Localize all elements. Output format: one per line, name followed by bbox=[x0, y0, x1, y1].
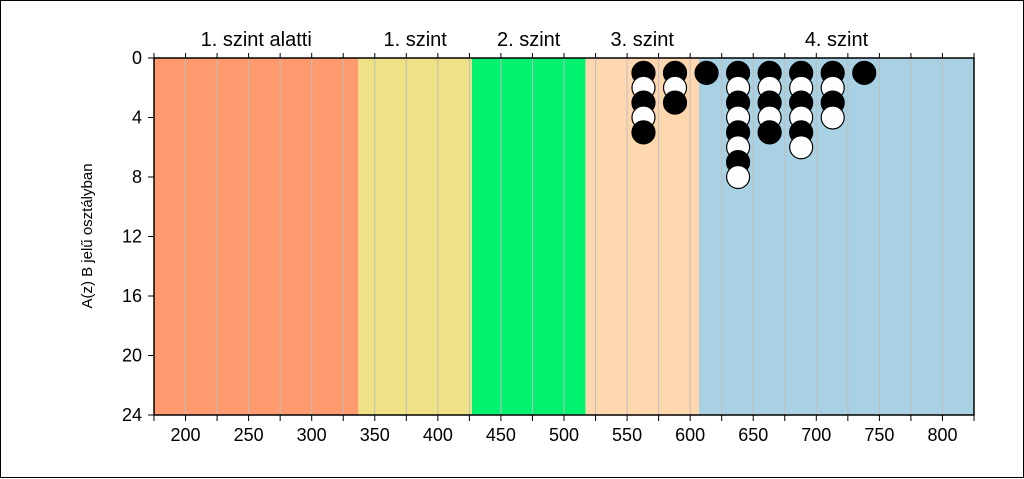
x-tick-label: 750 bbox=[864, 425, 894, 445]
level-band-1 bbox=[154, 58, 359, 415]
y-tick-label: 12 bbox=[122, 227, 142, 247]
y-tick-label: 20 bbox=[122, 346, 142, 366]
level-label-2: 1. szint bbox=[383, 29, 447, 51]
level-label-3: 2. szint bbox=[497, 29, 561, 51]
x-tick-label: 400 bbox=[423, 425, 453, 445]
data-point bbox=[662, 90, 688, 115]
y-tick-label: 16 bbox=[122, 286, 142, 306]
x-tick-label: 250 bbox=[234, 425, 264, 445]
x-tick-label: 800 bbox=[927, 425, 957, 445]
data-point bbox=[631, 120, 656, 145]
x-tick-label: 350 bbox=[360, 425, 390, 445]
x-tick-label: 550 bbox=[612, 425, 642, 445]
data-point bbox=[694, 60, 719, 85]
y-tick-label: 4 bbox=[132, 108, 142, 128]
x-tick-label: 500 bbox=[549, 425, 579, 445]
y-tick-label: 8 bbox=[132, 167, 142, 187]
data-point bbox=[789, 135, 814, 160]
level-label-1: 1. szint alatti bbox=[201, 29, 312, 51]
y-tick-label: 0 bbox=[132, 48, 142, 68]
level-label-4: 3. szint bbox=[611, 29, 675, 51]
data-point bbox=[757, 120, 782, 145]
x-tick-label: 300 bbox=[297, 425, 327, 445]
x-tick-label: 600 bbox=[675, 425, 705, 445]
x-tick-label: 650 bbox=[738, 425, 768, 445]
x-tick-label: 200 bbox=[171, 425, 201, 445]
x-tick-label: 700 bbox=[801, 425, 831, 445]
x-tick-label: 450 bbox=[486, 425, 516, 445]
data-point bbox=[820, 105, 845, 130]
y-tick-label: 24 bbox=[122, 405, 142, 425]
data-point bbox=[852, 60, 877, 85]
level-band-3 bbox=[471, 58, 586, 415]
data-point bbox=[725, 164, 751, 190]
y-axis-title: A(z) B jelű osztályban bbox=[79, 163, 96, 308]
level-label-5: 4. szint bbox=[805, 29, 869, 51]
level-band-2 bbox=[358, 58, 472, 415]
